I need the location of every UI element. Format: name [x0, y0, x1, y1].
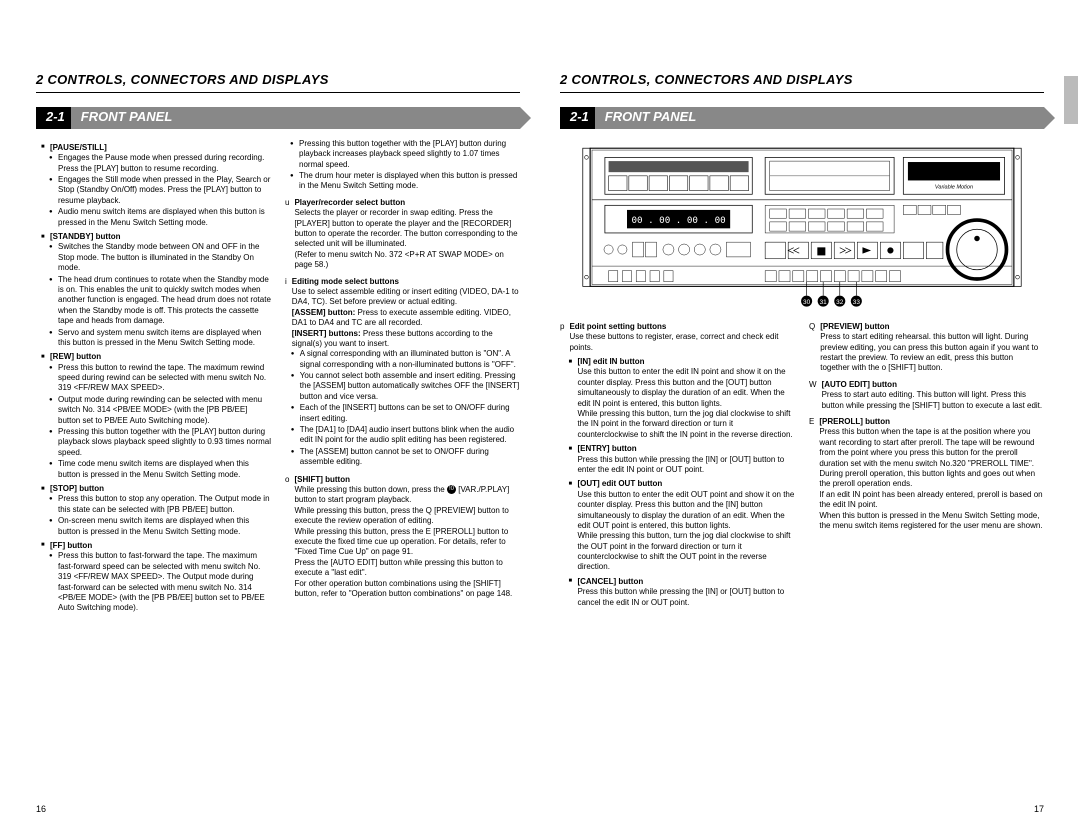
body-text: Press this button when the tape is at th…: [819, 427, 1044, 489]
body-text: Each of the [INSERT] buttons can be set …: [300, 403, 520, 424]
column-1: p Edit point setting buttons Use these b…: [560, 322, 795, 609]
body-text: Switches the Standby mode between ON and…: [58, 242, 271, 273]
body-text: Press the [AUTO EDIT] button while press…: [294, 558, 520, 579]
body-text: Press to start auto editing. This button…: [822, 390, 1044, 411]
callout-prefix: Q: [809, 322, 815, 374]
body-text: Pressing this button together with the […: [299, 139, 520, 170]
body-text: A signal corresponding with an illuminat…: [300, 349, 520, 370]
callout-prefix: u: [285, 198, 289, 271]
circled-number-icon: !0: [447, 485, 456, 494]
body-text: While pressing this button, turn the jog…: [577, 531, 795, 573]
body-text: Press this button to stop any operation.…: [58, 494, 271, 515]
svg-text:31: 31: [820, 299, 828, 306]
body-text: Use these buttons to register, erase, co…: [569, 332, 795, 353]
heading-auto-edit: [AUTO EDIT] button: [822, 380, 1044, 390]
body-text: Engages the Pause mode when pressed duri…: [58, 153, 271, 174]
body-text: Press to start editing rehearsal. this b…: [820, 332, 1044, 374]
page-17: 2 CONTROLS, CONNECTORS AND DISPLAYS 2-1 …: [540, 0, 1080, 834]
heading-edit-point: Edit point setting buttons: [569, 322, 795, 332]
svg-text:33: 33: [853, 299, 861, 306]
page-16: 2 CONTROLS, CONNECTORS AND DISPLAYS 2-1 …: [0, 0, 540, 834]
callout-prefix: W: [809, 380, 817, 411]
body-text: Audio menu switch items are displayed wh…: [58, 207, 271, 228]
body-text: Use to select assemble editing or insert…: [292, 287, 520, 308]
body-text: While pressing this button down, press t…: [294, 485, 520, 506]
page-number: 16: [36, 804, 46, 816]
body-text: [ASSEM] button: Press to execute assembl…: [292, 308, 520, 329]
column-2: Pressing this button together with the […: [285, 139, 520, 615]
body-text: The [DA1] to [DA4] audio insert buttons …: [300, 425, 520, 446]
heading-standby: [STANDBY] button: [50, 232, 271, 242]
thumb-tab: [1064, 76, 1078, 124]
body-text: For other operation button combinations …: [294, 579, 520, 600]
body-text: While pressing this button, turn the jog…: [577, 409, 795, 440]
heading-pause-still: [PAUSE/STILL]: [50, 143, 271, 153]
body-text: Selects the player or recorder in swap e…: [294, 208, 520, 250]
heading-out-button: [OUT] edit OUT button: [577, 479, 795, 489]
body-text: While pressing this button, press the Q …: [294, 506, 520, 527]
body-text: Use this button to enter the edit IN poi…: [577, 367, 795, 409]
body-text: The drum hour meter is displayed when th…: [299, 171, 520, 192]
body-text: The [ASSEM] button cannot be set to ON/O…: [300, 447, 520, 468]
body-text: Time code menu switch items are displaye…: [58, 459, 271, 480]
heading-editing-mode: Editing mode select buttons: [292, 277, 520, 287]
svg-text:32: 32: [836, 299, 844, 306]
body-text: Use this button to enter the edit OUT po…: [577, 490, 795, 532]
section-title: FRONT PANEL: [595, 107, 706, 129]
body-text: Engages the Still mode when pressed in t…: [58, 175, 271, 206]
heading-rew: [REW] button: [50, 352, 271, 362]
column-2: Q [PREVIEW] button Press to start editin…: [809, 322, 1044, 609]
body-text: While pressing this button, press the E …: [294, 527, 520, 558]
section-bar-tail: [182, 107, 520, 129]
svg-text:30: 30: [803, 299, 811, 306]
body-text: Press this button while pressing the [IN…: [577, 455, 795, 476]
section-title: FRONT PANEL: [71, 107, 182, 129]
body-text: The head drum continues to rotate when t…: [58, 275, 271, 327]
heading-entry-button: [ENTRY] button: [577, 444, 795, 454]
device-diagram: Variable Motion 00 . 00 . 00 . 00: [560, 139, 1044, 314]
body-text: On-screen menu switch items are displaye…: [58, 516, 271, 537]
text-columns: p Edit point setting buttons Use these b…: [560, 322, 1044, 609]
body-text: (Refer to menu switch No. 372 <P+R AT SW…: [294, 250, 520, 271]
callout-prefix: i: [285, 277, 287, 469]
heading-cancel-button: [CANCEL] button: [577, 577, 795, 587]
heading-stop: [STOP] button: [50, 484, 271, 494]
body-text: Output mode during rewinding can be sele…: [58, 395, 271, 426]
heading-preroll: [PREROLL] button: [819, 417, 1044, 427]
body-text: Servo and system menu switch items are d…: [58, 328, 271, 349]
heading-shift: [SHIFT] button: [294, 475, 520, 485]
column-1: [PAUSE/STILL] Engages the Pause mode whe…: [36, 139, 271, 615]
text-columns: [PAUSE/STILL] Engages the Pause mode whe…: [36, 139, 520, 615]
body-text: Pressing this button together with the […: [58, 427, 271, 458]
svg-text:Variable Motion: Variable Motion: [935, 185, 973, 191]
callout-prefix: p: [560, 322, 564, 609]
section-bar: 2-1 FRONT PANEL: [36, 107, 520, 129]
body-text: [INSERT] buttons: Press these buttons ac…: [292, 329, 520, 350]
heading-preview: [PREVIEW] button: [820, 322, 1044, 332]
heading-player-recorder: Player/recorder select button: [294, 198, 520, 208]
section-number: 2-1: [560, 107, 595, 129]
chapter-heading: 2 CONTROLS, CONNECTORS AND DISPLAYS: [560, 72, 1044, 93]
callout-prefix: o: [285, 475, 289, 600]
heading-in-button: [IN] edit IN button: [577, 357, 795, 367]
section-bar: 2-1 FRONT PANEL: [560, 107, 1044, 129]
body-text: Press this button to fast-forward the ta…: [58, 551, 271, 613]
chapter-heading: 2 CONTROLS, CONNECTORS AND DISPLAYS: [36, 72, 520, 93]
page-number: 17: [1034, 804, 1044, 816]
section-number: 2-1: [36, 107, 71, 129]
section-bar-tail: [706, 107, 1044, 129]
body-text: When this button is pressed in the Menu …: [819, 511, 1044, 532]
body-text: Press this button while pressing the [IN…: [577, 587, 795, 608]
callout-prefix: E: [809, 417, 814, 531]
heading-ff: [FF] button: [50, 541, 271, 551]
svg-text:00 . 00 . 00 . 00: 00 . 00 . 00 . 00: [631, 215, 725, 226]
body-text: If an edit IN point has been already ent…: [819, 490, 1044, 511]
body-text: You cannot select both assemble and inse…: [300, 371, 520, 402]
body-text: Press this button to rewind the tape. Th…: [58, 363, 271, 394]
